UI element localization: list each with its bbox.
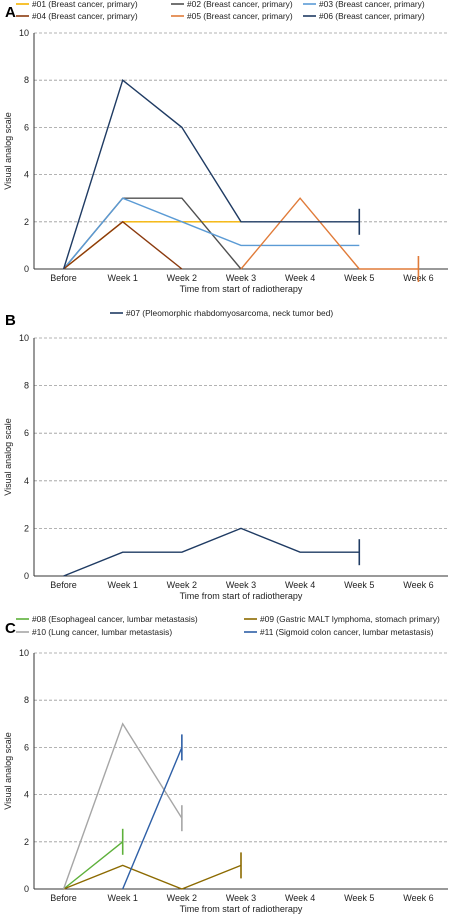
panel-label: C — [5, 620, 16, 637]
x-tick-label: Week 4 — [285, 893, 315, 903]
y-tick-label: 6 — [24, 428, 29, 438]
x-tick-label: Week 1 — [108, 580, 138, 590]
panel-label: A — [5, 4, 16, 21]
legend-entry: #06 (Breast cancer, primary) — [303, 11, 425, 21]
y-tick-label: 4 — [24, 790, 29, 800]
series-line — [63, 527, 360, 577]
legend-label: #10 (Lung cancer, lumbar metastasis) — [32, 627, 172, 637]
y-tick-label: 0 — [24, 884, 29, 894]
legend-entry: #09 (Gastric MALT lymphoma, stomach prim… — [244, 614, 440, 624]
x-axis-title: Time from start of radiotherapy — [180, 591, 303, 601]
chart-panel-b: B 0 2 4 6 8 10 Before Week 1 Week 2 Week 3 Week 4 We… — [0, 305, 450, 610]
series-line — [62, 722, 183, 890]
legend-entry: #04 (Breast cancer, primary) — [16, 11, 138, 21]
y-tick-label: 0 — [24, 571, 29, 581]
y-tick-label: 8 — [24, 381, 29, 391]
chart-svg: C 0 2 4 6 8 10 Before Week 1 Week 2 Week 3 Week 4 We… — [3, 614, 448, 914]
legend-entry: #03 (Breast cancer, primary) — [303, 0, 425, 9]
x-tick-label: Week 6 — [403, 580, 433, 590]
x-tick-label: Week 4 — [285, 580, 315, 590]
y-tick-label: 6 — [24, 742, 29, 752]
y-tick-label: 2 — [24, 523, 29, 533]
x-tick-label: Week 5 — [344, 273, 374, 283]
y-tick-label: 10 — [19, 28, 29, 38]
y-tick-label: 2 — [24, 837, 29, 847]
x-axis-title: Time from start of radiotherapy — [180, 284, 303, 294]
y-tick-label: 10 — [19, 648, 29, 658]
chart-panel-a: A 0 2 4 6 8 10 Before Week 1 Week 2 Week 3 Week 4 We… — [0, 0, 450, 300]
legend-label: #08 (Esophageal cancer, lumbar metastasi… — [32, 614, 198, 624]
y-tick-label: 6 — [24, 122, 29, 132]
x-tick-label: Week 5 — [344, 893, 374, 903]
x-tick-label: Week 2 — [167, 893, 197, 903]
y-axis-title: Visual analog scale — [3, 418, 13, 495]
chart-svg: B 0 2 4 6 8 10 Before Week 1 Week 2 Week 3 Week 4 We… — [3, 308, 448, 601]
y-tick-label: 10 — [19, 333, 29, 343]
x-tick-label: Before — [50, 893, 77, 903]
x-tick-label: Before — [50, 273, 77, 283]
series-line — [63, 197, 242, 270]
legend-label: #09 (Gastric MALT lymphoma, stomach prim… — [260, 614, 440, 624]
legend-entry: #01 (Breast cancer, primary) — [16, 0, 138, 9]
legend-entry: #05 (Breast cancer, primary) — [171, 11, 293, 21]
y-tick-label: 4 — [24, 170, 29, 180]
y-tick-label: 0 — [24, 264, 29, 274]
y-tick-label: 2 — [24, 217, 29, 227]
x-tick-label: Week 1 — [108, 273, 138, 283]
legend-label: #03 (Breast cancer, primary) — [319, 0, 425, 9]
legend-label: #07 (Pleomorphic rhabdomyosarcoma, neck … — [126, 308, 333, 318]
legend-label: #02 (Breast cancer, primary) — [187, 0, 293, 9]
x-tick-label: Week 4 — [285, 273, 315, 283]
series-line — [62, 79, 360, 270]
chart-panel-c: C 0 2 4 6 8 10 Before Week 1 Week 2 Week 3 Week 4 We… — [0, 613, 450, 919]
x-axis-title: Time from start of radiotherapy — [180, 904, 303, 914]
legend-entry: #10 (Lung cancer, lumbar metastasis) — [16, 627, 172, 637]
y-axis-title: Visual analog scale — [3, 732, 13, 809]
legend-label: #04 (Breast cancer, primary) — [32, 11, 138, 21]
legend-entry: #02 (Breast cancer, primary) — [171, 0, 293, 9]
series-line — [63, 197, 360, 270]
legend-label: #11 (Sigmoid colon cancer, lumbar metast… — [260, 627, 434, 637]
series-line — [63, 864, 242, 890]
x-tick-label: Week 3 — [226, 893, 256, 903]
legend-label: #01 (Breast cancer, primary) — [32, 0, 138, 9]
legend-entry: #08 (Esophageal cancer, lumbar metastasi… — [16, 614, 198, 624]
y-tick-label: 8 — [24, 695, 29, 705]
x-tick-label: Week 2 — [167, 580, 197, 590]
chart-svg: A 0 2 4 6 8 10 Before Week 1 Week 2 Week 3 Week 4 We… — [3, 0, 448, 294]
panel-label: B — [5, 312, 16, 329]
legend-label: #05 (Breast cancer, primary) — [187, 11, 293, 21]
y-axis-title: Visual analog scale — [3, 112, 13, 189]
y-tick-label: 8 — [24, 75, 29, 85]
legend-entry: #11 (Sigmoid colon cancer, lumbar metast… — [244, 627, 434, 637]
series-line — [63, 841, 124, 890]
x-tick-label: Week 5 — [344, 580, 374, 590]
y-tick-label: 4 — [24, 476, 29, 486]
series-line — [240, 197, 419, 270]
x-tick-label: Week 3 — [226, 273, 256, 283]
series-line — [63, 220, 183, 270]
legend-label: #06 (Breast cancer, primary) — [319, 11, 425, 21]
x-tick-label: Week 2 — [167, 273, 197, 283]
series-line — [122, 747, 183, 890]
x-tick-label: Week 3 — [226, 580, 256, 590]
x-tick-label: Week 6 — [403, 893, 433, 903]
x-tick-label: Week 1 — [108, 893, 138, 903]
x-tick-label: Before — [50, 580, 77, 590]
legend-entry: #07 (Pleomorphic rhabdomyosarcoma, neck … — [110, 308, 333, 318]
